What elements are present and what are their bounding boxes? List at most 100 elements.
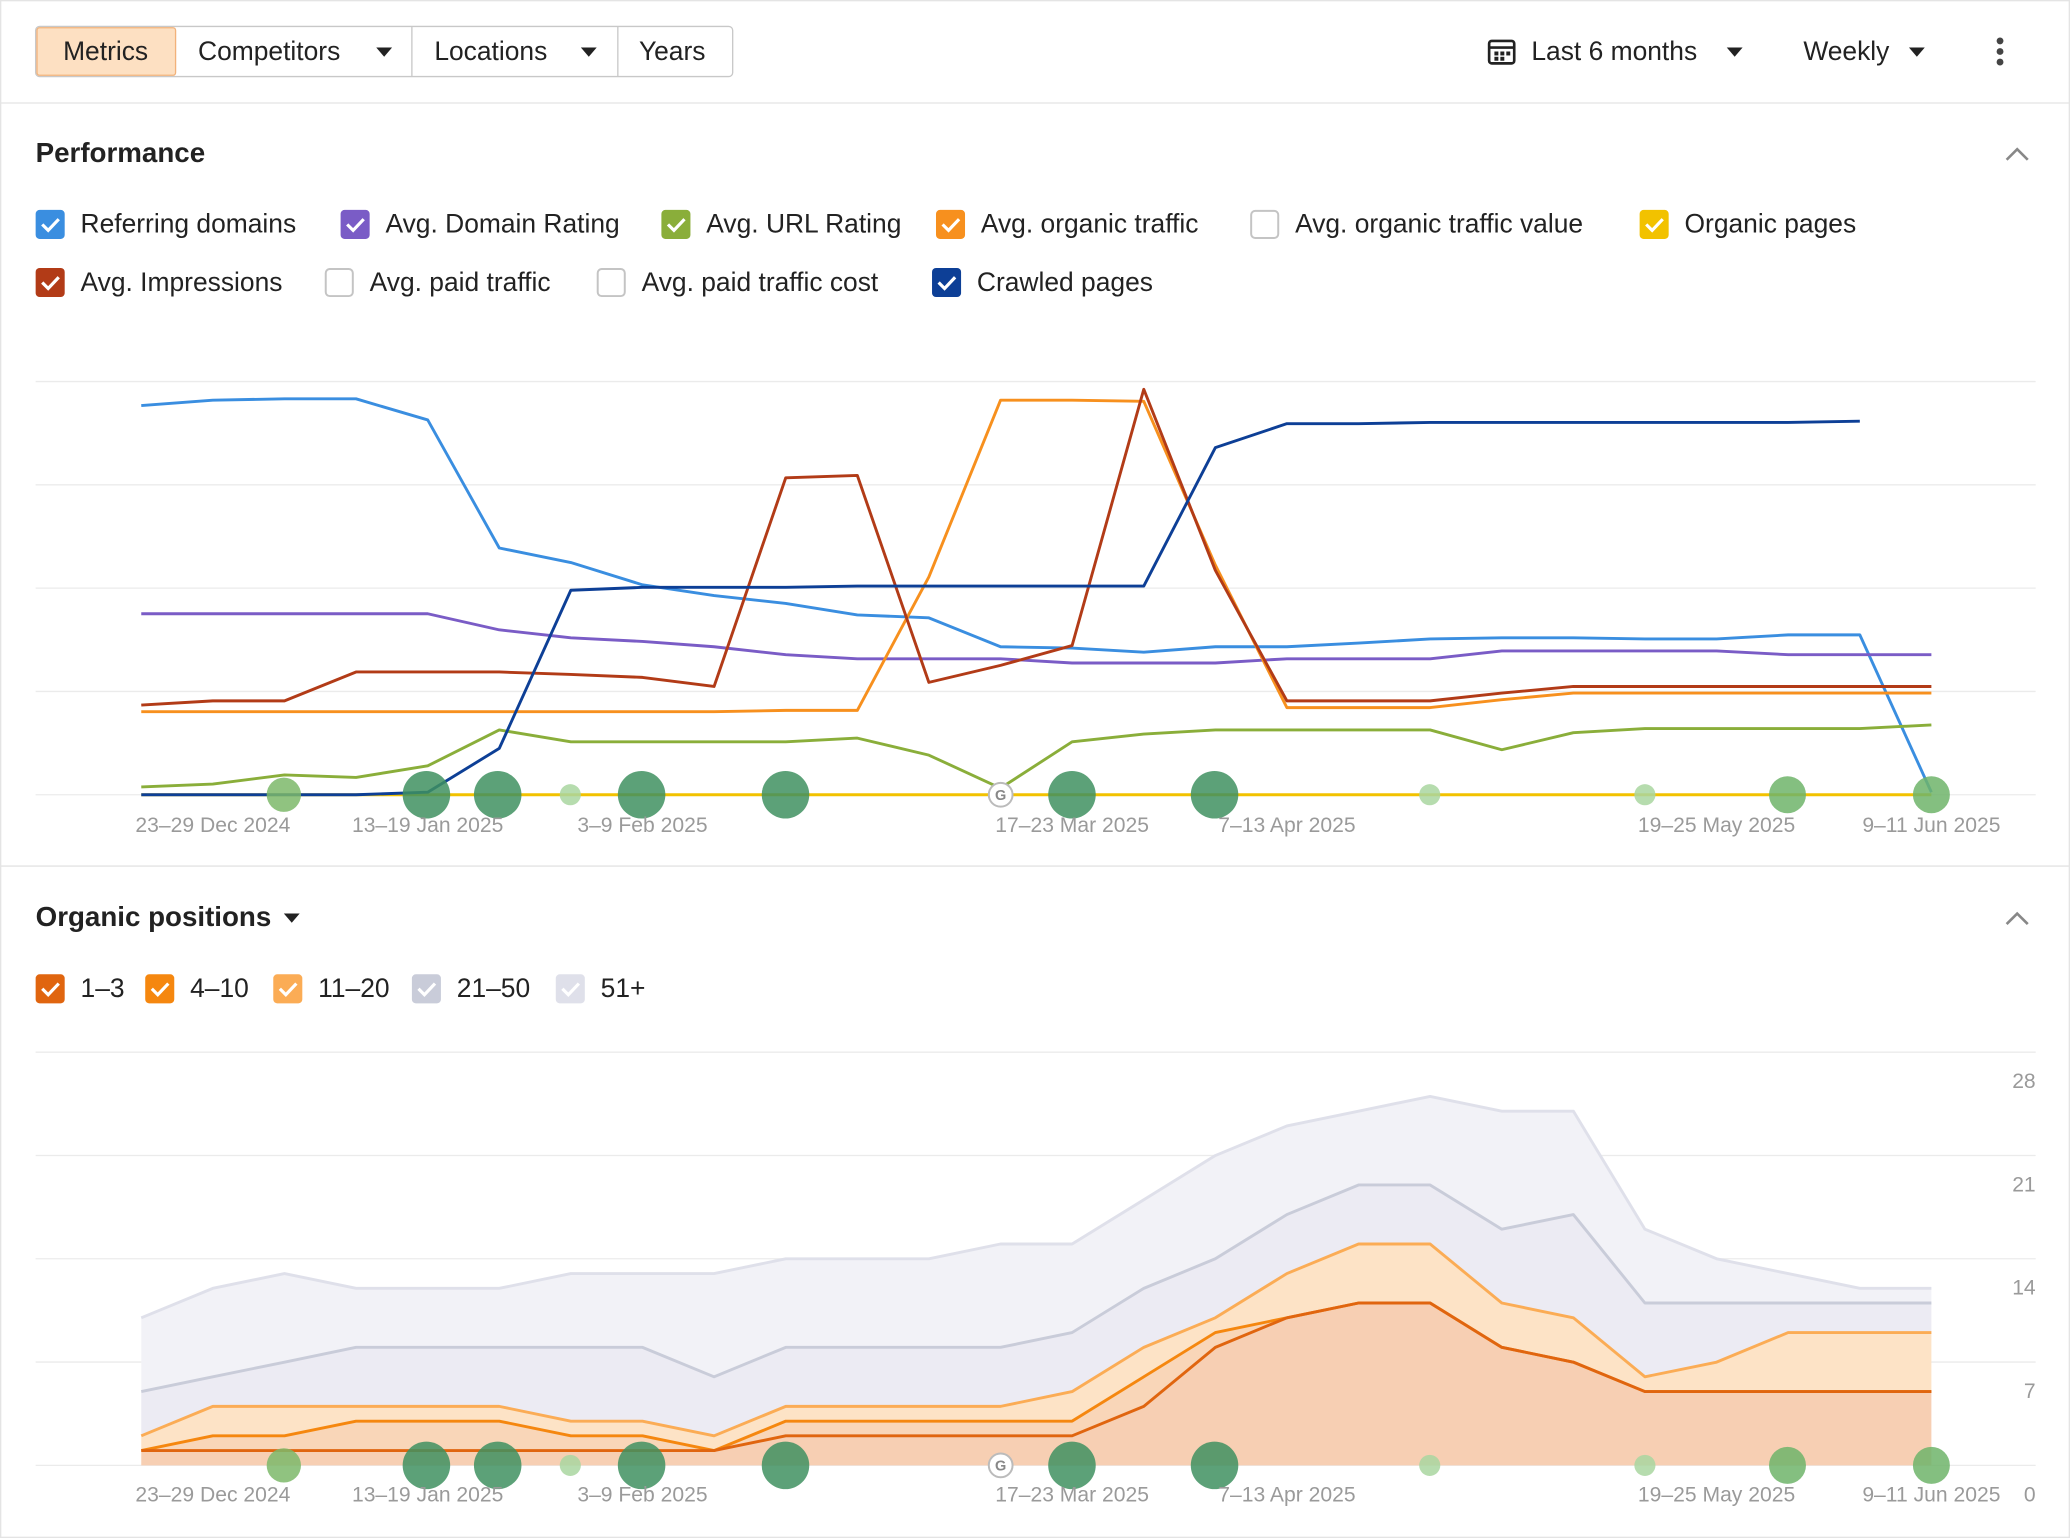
event-marker[interactable] <box>473 770 522 819</box>
y-tick-label: 14 <box>2012 1277 2036 1300</box>
event-marker[interactable] <box>402 770 451 819</box>
legend-label: Referring domains <box>81 209 297 239</box>
event-marker[interactable] <box>1190 1441 1239 1490</box>
metrics-button[interactable] <box>36 27 177 76</box>
y-tick-label: 7 <box>2024 1380 2036 1403</box>
legend-label: 21–50 <box>457 973 530 1003</box>
legend-label: Organic pages <box>1685 209 1857 239</box>
legend-label: 1–3 <box>81 973 125 1003</box>
event-marker[interactable] <box>266 777 301 812</box>
checkmark <box>41 982 60 998</box>
series-line <box>140 1094 1932 1320</box>
x-tick-label: 23–29 Dec 2024 <box>135 1483 290 1506</box>
series-line <box>141 387 1932 707</box>
x-tick-label: 17–23 Mar 2025 <box>995 814 1149 837</box>
stacked-area <box>141 1303 1932 1451</box>
legend-checkbox[interactable] <box>411 974 441 1004</box>
legend-checkbox[interactable] <box>555 974 585 1004</box>
dropdown-arrow <box>1908 47 1925 57</box>
google-update-marker[interactable] <box>987 1452 1014 1479</box>
legend-checkbox[interactable] <box>932 268 962 298</box>
legend-label: Avg. Impressions <box>81 267 283 297</box>
checkmark <box>937 276 957 291</box>
legend-checkbox[interactable] <box>35 268 65 298</box>
y-tick-label: 28 <box>2012 1070 2035 1093</box>
legend-label: Avg. organic traffic value <box>1295 209 1583 239</box>
event-marker[interactable] <box>1419 1454 1441 1476</box>
dropdown-arrow <box>1726 47 1743 57</box>
checkmark <box>346 218 365 233</box>
event-marker[interactable] <box>1634 784 1656 806</box>
stacked-area <box>141 1303 1932 1466</box>
x-tick-label: 23–29 Dec 2024 <box>135 814 290 837</box>
button-label: Competitors <box>198 36 340 66</box>
event-marker[interactable] <box>1048 1441 1096 1490</box>
event-marker[interactable] <box>1912 776 1950 814</box>
event-marker[interactable] <box>761 770 810 819</box>
google-update-marker[interactable] <box>987 781 1014 808</box>
collapse-toggle[interactable] <box>2005 147 2029 161</box>
legend-label: Avg. organic traffic <box>981 209 1199 239</box>
legend-checkbox[interactable] <box>661 209 691 239</box>
y-tick-label: 21 <box>2012 1173 2035 1196</box>
legend-checkbox[interactable] <box>1639 209 1669 239</box>
dropdown-arrow <box>376 47 393 57</box>
period-label: Last 6 months <box>1531 36 1697 66</box>
x-tick-label: 9–11 Jun 2025 <box>1862 814 2000 837</box>
more-menu[interactable] <box>1996 37 2004 66</box>
event-marker[interactable] <box>617 1441 666 1490</box>
event-marker[interactable] <box>1912 1446 1950 1484</box>
event-marker[interactable] <box>1419 784 1441 806</box>
event-marker[interactable] <box>617 770 666 819</box>
legend-label: Avg. Domain Rating <box>385 209 619 239</box>
y-tick-label: 0 <box>2024 1483 2036 1506</box>
series-line <box>141 612 1932 665</box>
stacked-area <box>141 1184 1932 1436</box>
legend-checkbox[interactable] <box>596 268 626 298</box>
checkmark <box>41 218 60 233</box>
event-marker[interactable] <box>1048 770 1096 819</box>
event-marker[interactable] <box>1769 1446 1806 1484</box>
series-line <box>141 397 1933 793</box>
event-marker[interactable] <box>1634 1454 1656 1476</box>
legend-label: Avg. paid traffic <box>370 267 551 297</box>
dropdown-arrow <box>580 47 597 57</box>
x-tick-label: 3–9 Feb 2025 <box>577 1483 707 1506</box>
legend-label: 4–10 <box>190 973 249 1003</box>
google-icon: G <box>995 788 1006 804</box>
interval-label: Weekly <box>1803 36 1890 66</box>
google-icon: G <box>995 1459 1006 1475</box>
x-tick-label: 13–19 Jan 2025 <box>352 814 503 837</box>
checkmark <box>417 982 437 998</box>
x-tick-label: 13–19 Jan 2025 <box>352 1483 503 1506</box>
event-marker[interactable] <box>559 1454 581 1476</box>
series-line <box>141 723 1932 790</box>
legend-checkbox[interactable] <box>935 209 966 239</box>
legend-label: 51+ <box>601 973 646 1003</box>
event-marker[interactable] <box>402 1441 451 1490</box>
checkmark <box>941 218 961 233</box>
legend-checkbox[interactable] <box>1250 209 1280 239</box>
x-tick-label: 7–13 Apr 2025 <box>1218 1483 1355 1506</box>
event-marker[interactable] <box>1190 770 1239 819</box>
legend-checkbox[interactable] <box>35 209 65 239</box>
collapse-toggle[interactable] <box>2005 911 2029 926</box>
event-marker[interactable] <box>559 784 581 806</box>
x-tick-label: 17–23 Mar 2025 <box>995 1483 1149 1506</box>
legend-checkbox[interactable] <box>340 209 370 239</box>
event-marker[interactable] <box>266 1448 301 1483</box>
dropdown-arrow[interactable] <box>283 913 300 923</box>
legend-checkbox[interactable] <box>145 974 175 1004</box>
legend-checkbox[interactable] <box>324 268 354 298</box>
checkmark <box>1645 218 1664 233</box>
calendar-icon <box>1487 39 1516 65</box>
event-marker[interactable] <box>1769 776 1806 814</box>
section-title: Performance <box>36 137 205 168</box>
button-label: Locations <box>434 36 547 66</box>
button-label: Years <box>639 36 706 66</box>
event-marker[interactable] <box>473 1441 522 1490</box>
legend-checkbox[interactable] <box>35 974 65 1004</box>
event-marker[interactable] <box>761 1441 810 1490</box>
legend-label: Avg. paid traffic cost <box>642 267 879 297</box>
legend-checkbox[interactable] <box>273 974 303 1004</box>
